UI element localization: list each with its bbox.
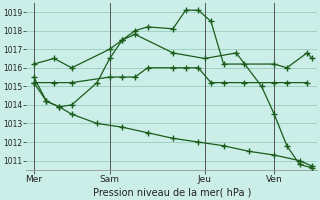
X-axis label: Pression niveau de la mer( hPa ): Pression niveau de la mer( hPa )	[92, 187, 251, 197]
